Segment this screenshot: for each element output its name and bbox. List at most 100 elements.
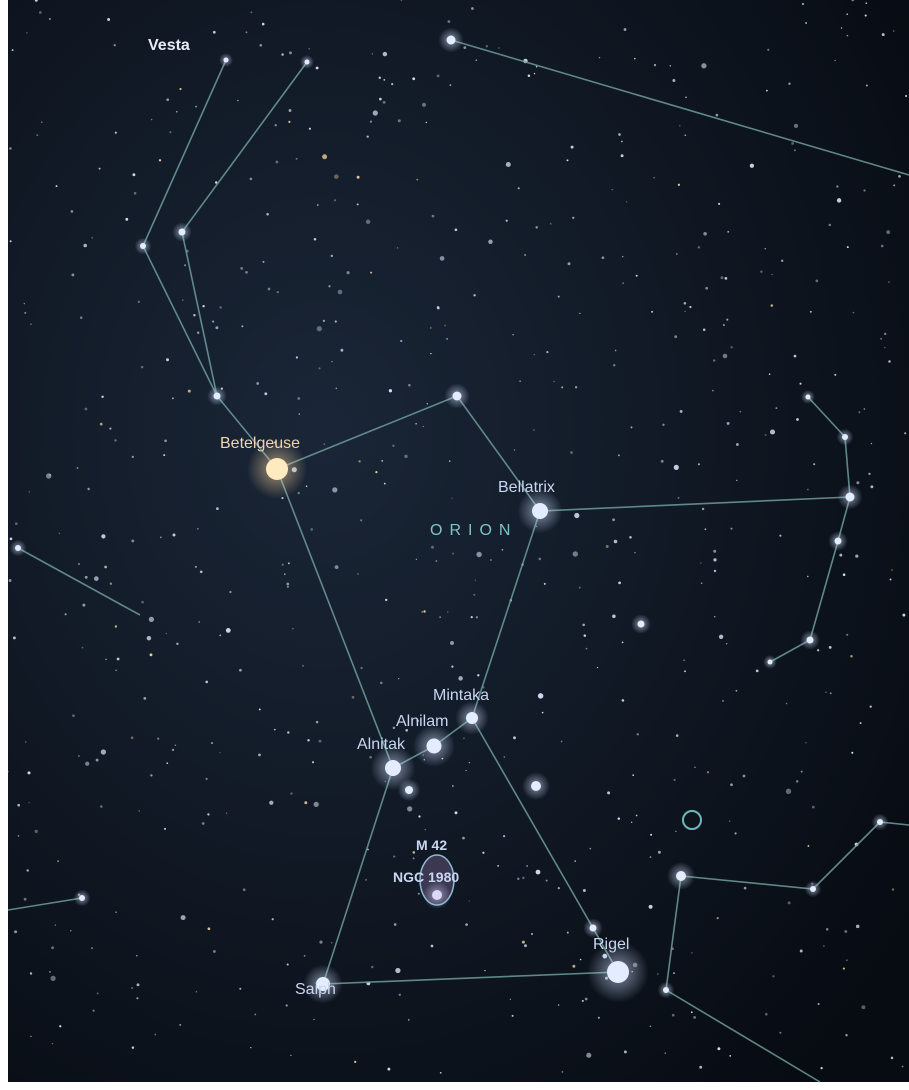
background-star	[473, 594, 475, 596]
background-star	[891, 569, 893, 571]
background-star	[51, 946, 54, 949]
star-label[interactable]: Bellatrix	[498, 479, 555, 496]
background-star	[858, 411, 860, 413]
background-star	[729, 1055, 731, 1057]
background-star	[834, 60, 835, 61]
background-star	[796, 418, 799, 421]
background-star	[658, 851, 661, 854]
constellation-label[interactable]: ORION	[430, 522, 517, 539]
background-star	[518, 187, 520, 189]
background-star	[251, 12, 253, 14]
background-star	[534, 354, 535, 355]
star-label[interactable]: Betelgeuse	[220, 435, 300, 452]
object-label[interactable]: M 42	[416, 837, 447, 853]
background-star	[29, 491, 30, 492]
star	[140, 243, 146, 249]
background-star	[469, 900, 470, 901]
star-label[interactable]: Rigel	[593, 936, 629, 953]
background-star	[358, 460, 360, 462]
background-star	[698, 463, 700, 465]
background-star	[575, 386, 577, 388]
background-star	[860, 722, 862, 724]
background-star	[266, 213, 269, 216]
background-star	[471, 7, 474, 10]
background-star	[891, 1057, 894, 1060]
background-star	[179, 1024, 181, 1026]
background-star	[714, 570, 716, 572]
star-label[interactable]: Mintaka	[433, 687, 489, 704]
background-star	[558, 296, 560, 298]
background-star	[17, 804, 20, 807]
background-star	[750, 164, 754, 168]
background-star	[82, 604, 85, 607]
background-star	[888, 360, 890, 362]
background-star	[138, 301, 140, 303]
background-star	[219, 635, 221, 637]
background-star	[562, 1071, 564, 1073]
background-star	[281, 53, 283, 55]
background-star	[150, 774, 152, 776]
star	[806, 395, 811, 400]
background-star	[229, 591, 231, 593]
object-label[interactable]: Vesta	[148, 37, 190, 54]
background-star	[308, 48, 309, 49]
object-label[interactable]: NGC 1980	[393, 869, 459, 885]
background-star	[622, 256, 623, 257]
background-star	[240, 267, 243, 270]
background-star	[71, 210, 74, 213]
background-star	[513, 736, 516, 739]
background-star	[184, 264, 186, 266]
background-star	[246, 31, 248, 33]
background-star	[412, 851, 415, 854]
background-star	[369, 756, 372, 759]
background-star	[723, 324, 725, 326]
background-star	[259, 708, 261, 710]
background-star	[423, 610, 425, 612]
background-star	[370, 120, 372, 122]
background-star	[399, 994, 401, 996]
background-star	[662, 424, 664, 426]
background-star	[781, 260, 783, 262]
background-star	[250, 1047, 251, 1048]
background-star	[503, 756, 505, 758]
background-star	[522, 941, 525, 944]
background-star	[622, 642, 624, 644]
star-label[interactable]: Alnilam	[396, 713, 448, 730]
background-star	[844, 930, 847, 933]
background-star	[726, 643, 727, 644]
background-star	[373, 110, 378, 115]
star-label[interactable]: Alnitak	[357, 736, 406, 753]
background-star	[172, 749, 174, 751]
background-star	[799, 383, 801, 385]
background-star	[449, 460, 450, 461]
background-star	[395, 968, 400, 973]
background-star	[383, 79, 385, 81]
background-star	[55, 924, 56, 925]
background-star	[254, 1014, 256, 1016]
background-star	[451, 498, 452, 499]
background-star	[558, 887, 560, 889]
background-star	[650, 834, 652, 836]
background-star	[26, 32, 27, 33]
background-star	[150, 653, 153, 656]
star	[835, 538, 842, 545]
background-star	[893, 30, 894, 31]
background-star	[143, 697, 146, 700]
star	[79, 895, 85, 901]
background-star	[579, 587, 581, 589]
background-star	[384, 483, 386, 485]
background-star	[621, 141, 623, 143]
background-star	[370, 272, 372, 274]
background-star	[398, 678, 399, 679]
background-star	[589, 848, 591, 850]
background-star	[26, 869, 28, 871]
background-star	[131, 987, 133, 989]
star	[427, 739, 442, 754]
background-star	[239, 669, 242, 672]
background-star	[717, 1047, 720, 1050]
background-star	[310, 528, 313, 531]
star-label[interactable]: Saiph	[295, 981, 336, 998]
background-star	[455, 228, 458, 231]
background-star	[685, 97, 687, 99]
background-star	[684, 134, 686, 136]
